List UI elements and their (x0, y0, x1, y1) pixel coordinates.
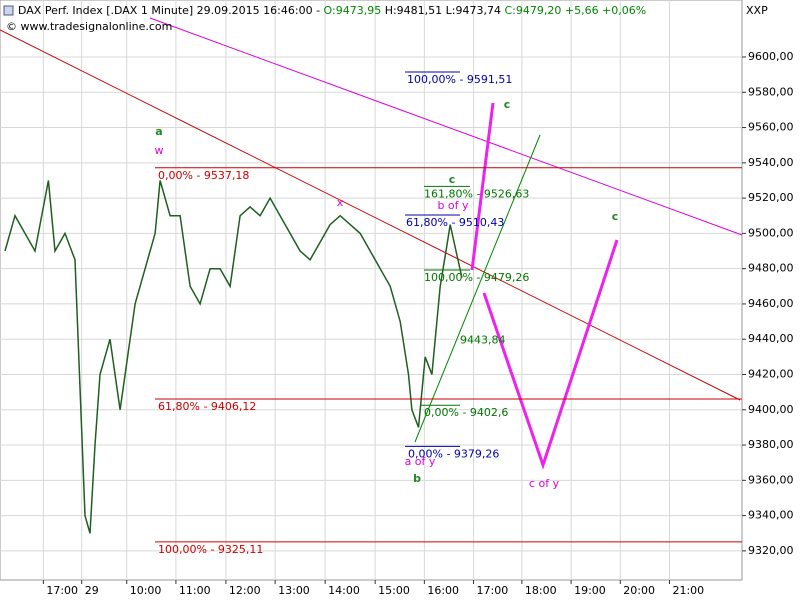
header-hl: H:9481,51 L:9473,74 (381, 4, 504, 17)
x-tick-label: 13:00 (278, 584, 310, 597)
x-tick-label: 17:00 (477, 584, 509, 597)
x-tick-label: 12:00 (229, 584, 261, 597)
y-tick-label: 9400,00 (748, 403, 794, 416)
y-tick-label: 9460,00 (748, 297, 794, 310)
corner-label: XXP (746, 4, 768, 17)
x-tick-label: 11:00 (179, 584, 211, 597)
fib-label: 100,00% - 9325,11 (158, 543, 263, 556)
x-tick-label: 18:00 (525, 584, 557, 597)
y-tick-label: 9600,00 (748, 50, 794, 63)
y-tick-label: 9580,00 (748, 85, 794, 98)
y-tick-label: 9360,00 (748, 473, 794, 486)
copyright: © www.tradesignalonline.com (6, 20, 172, 33)
x-tick-label: 19:00 (574, 584, 606, 597)
wave-label: a of y (405, 455, 436, 468)
x-tick-label: 29 (85, 584, 99, 597)
wave-label: b of y (437, 199, 469, 212)
wave-label: c of y (529, 477, 560, 490)
wave-projection (482, 239, 619, 470)
trend-line (0, 29, 741, 401)
wave-label: c (504, 98, 511, 111)
y-tick-label: 9560,00 (748, 121, 794, 134)
x-tick-label: 16:00 (427, 584, 459, 597)
y-tick-label: 9520,00 (748, 191, 794, 204)
grid (0, 0, 742, 580)
trend-line (414, 134, 541, 443)
wave-label: w (155, 144, 164, 157)
x-tick-label: 17:00 (46, 584, 78, 597)
fib-label: 0,00% - 9379,26 (408, 447, 499, 460)
wave-label: c (612, 210, 619, 223)
x-tick-label: 20:00 (623, 584, 655, 597)
wave-label: b (413, 472, 421, 485)
wave-label: a (155, 125, 162, 138)
trend-line (149, 17, 743, 236)
fib-label: 9443,84 (460, 333, 506, 346)
wave-label: c (449, 173, 456, 186)
fib-label: 100,00% - 9591,51 (407, 73, 512, 86)
header-text: DAX Perf. Index [.DAX 1 Minute] 29.09.20… (18, 4, 324, 17)
x-tick-label: 21:00 (672, 584, 704, 597)
y-tick-label: 9480,00 (748, 262, 794, 275)
y-tick-label: 9380,00 (748, 438, 794, 451)
fib-label: 100,00% - 9479,26 (424, 271, 529, 284)
wave-label: x (337, 196, 344, 209)
fib-label: 161,80% - 9526,63 (424, 187, 529, 200)
x-tick-label: 15:00 (378, 584, 410, 597)
fib-label: 0,00% - 9537,18 (158, 169, 249, 182)
icon (3, 5, 14, 16)
fib-label: 0,00% - 9402,6 (424, 406, 508, 419)
wave-projection (470, 102, 495, 271)
price-line (4, 180, 463, 534)
y-tick-label: 9540,00 (748, 156, 794, 169)
header: DAX Perf. Index [.DAX 1 Minute] 29.09.20… (18, 4, 646, 17)
plot-area (0, 0, 743, 581)
y-tick-label: 9420,00 (748, 367, 794, 380)
header-open: O:9473,95 (324, 4, 382, 17)
fib-label: 61,80% - 9510,43 (406, 216, 504, 229)
y-tick-label: 9320,00 (748, 544, 794, 557)
y-tick-label: 9440,00 (748, 332, 794, 345)
y-tick-label: 9500,00 (748, 226, 794, 239)
y-tick-label: 9340,00 (748, 509, 794, 522)
header-close: C:9479,20 +5,66 +0,06% (504, 4, 646, 17)
x-tick-label: 10:00 (130, 584, 162, 597)
marks (4, 180, 463, 534)
x-tick-label: 14:00 (328, 584, 360, 597)
fib-label: 61,80% - 9406,12 (158, 400, 256, 413)
